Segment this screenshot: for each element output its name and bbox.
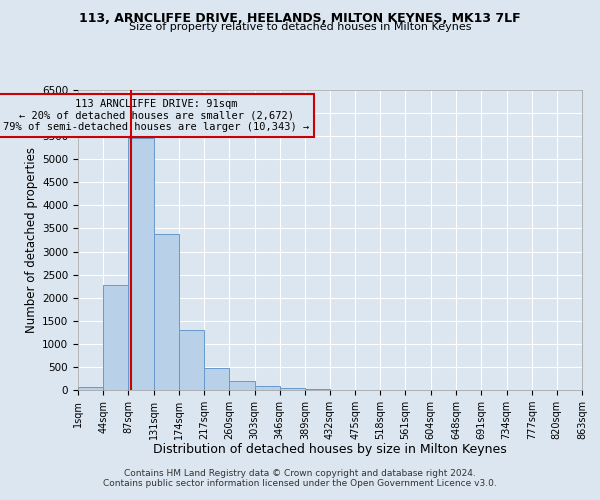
Text: 113 ARNCLIFFE DRIVE: 91sqm
← 20% of detached houses are smaller (2,672)
79% of s: 113 ARNCLIFFE DRIVE: 91sqm ← 20% of deta… <box>3 99 309 132</box>
Text: Contains public sector information licensed under the Open Government Licence v3: Contains public sector information licen… <box>103 478 497 488</box>
Bar <box>229 381 254 390</box>
Y-axis label: Number of detached properties: Number of detached properties <box>25 147 38 333</box>
Bar <box>280 388 305 390</box>
Bar <box>204 368 229 390</box>
Bar <box>103 285 128 390</box>
X-axis label: Distribution of detached houses by size in Milton Keynes: Distribution of detached houses by size … <box>153 444 507 456</box>
Bar <box>128 138 154 390</box>
Bar <box>154 234 179 390</box>
Text: Size of property relative to detached houses in Milton Keynes: Size of property relative to detached ho… <box>129 22 471 32</box>
Bar <box>254 386 280 390</box>
Text: 113, ARNCLIFFE DRIVE, HEELANDS, MILTON KEYNES, MK13 7LF: 113, ARNCLIFFE DRIVE, HEELANDS, MILTON K… <box>79 12 521 26</box>
Bar <box>179 330 204 390</box>
Bar <box>78 387 103 390</box>
Text: Contains HM Land Registry data © Crown copyright and database right 2024.: Contains HM Land Registry data © Crown c… <box>124 468 476 477</box>
